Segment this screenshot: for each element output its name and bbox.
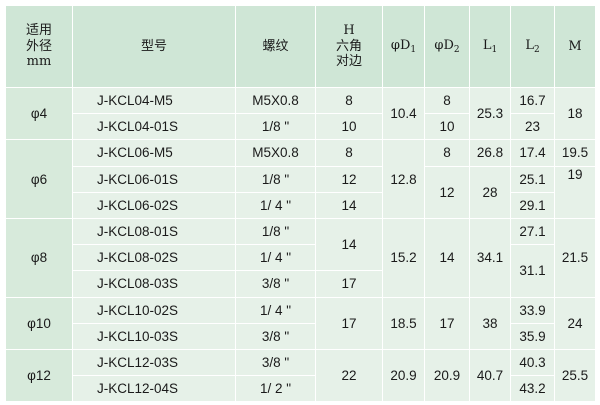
cell-thread: 1/ 2 "	[235, 375, 316, 403]
cell-l2: 23	[510, 113, 555, 141]
cell-l1: 40.7	[469, 348, 511, 403]
cell-model: J-KCL12-04S	[72, 375, 236, 403]
header-d2: φD2	[424, 5, 470, 88]
cell-d2: 20.9	[424, 348, 470, 403]
cell-thread: 1/ 4 "	[235, 296, 316, 324]
header-thread: 螺纹	[235, 5, 316, 88]
table-header: 适用 外径 mm 型号 螺纹 H 六角 对边 φD1 φD2 L1 L2 M	[5, 5, 596, 88]
cell-model: J-KCL10-02S	[72, 296, 236, 324]
cell-hex: 10	[315, 113, 383, 141]
cell-thread: 1/ 4 "	[235, 244, 316, 272]
cell-l2: 17.4	[510, 139, 555, 167]
header-outer-diameter: 适用 外径 mm	[5, 5, 73, 88]
cell-l1: 25.3	[469, 86, 511, 141]
table-row: φ6 J-KCL06-M5 M5X0.8 8 12.8 8 26.8 17.4 …	[5, 139, 596, 219]
cell-od: φ4	[5, 86, 73, 141]
cell-hex: 14	[315, 191, 383, 219]
cell-m: 19.5	[554, 139, 596, 167]
cell-thread: 1/8 "	[235, 217, 316, 246]
cell-l1: 34.1	[469, 217, 511, 298]
cell-thread: 3/8 "	[235, 348, 316, 377]
table-row: φ12 J-KCL12-03S 3/8 " 22 20.9 20.9 40.7 …	[5, 348, 596, 403]
cell-hex: 17	[315, 296, 383, 350]
cell-d1: 20.9	[382, 348, 425, 403]
table-body: φ4 J-KCL04-M5 M5X0.8 8 10.4 8 25.3 16.7 …	[5, 86, 596, 403]
cell-model: J-KCL06-M5	[72, 139, 236, 167]
table-row: J-KCL08-03S 3/8 " 17	[6, 270, 596, 298]
table-row: J-KCL04-01S 1/8 " 10 10 23	[6, 113, 596, 141]
cell-hex: 17	[315, 270, 383, 298]
cell-hex: 8	[315, 139, 383, 167]
cell-thread: M5X0.8	[235, 86, 316, 115]
spec-table: 适用 外径 mm 型号 螺纹 H 六角 对边 φD1 φD2 L1 L2 M φ4 J-…	[5, 5, 596, 403]
cell-thread: 1/8 "	[235, 113, 316, 141]
cell-hex: 14	[315, 217, 383, 272]
cell-thread: 1/ 4 "	[235, 191, 316, 219]
header-d1: φD1	[382, 5, 425, 88]
cell-l2: 29.1	[510, 191, 555, 219]
table-row: J-KCL12-04S 1/ 2 " 43.2	[6, 375, 596, 403]
table-row: φ4 J-KCL04-M5 M5X0.8 8 10.4 8 25.3 16.7 …	[5, 86, 596, 141]
cell-model: J-KCL06-02S	[72, 191, 236, 219]
cell-thread: 1/8 "	[235, 165, 316, 193]
cell-l1: 28	[469, 165, 511, 219]
cell-m: 18	[554, 86, 596, 141]
cell-m: 19	[554, 165, 596, 219]
cell-d1: 15.2	[382, 217, 425, 298]
cell-l2: 16.7	[510, 86, 555, 115]
cell-d2: 14	[424, 217, 470, 298]
cell-model: J-KCL08-01S	[72, 217, 236, 246]
cell-hex: 22	[315, 348, 383, 403]
cell-d1: 10.4	[382, 86, 425, 141]
cell-hex: 8	[315, 86, 383, 115]
cell-d2: 10	[424, 113, 470, 141]
cell-m: 24	[554, 296, 596, 350]
cell-l2: 40.3	[510, 348, 555, 377]
header-m: M	[554, 5, 596, 88]
header-hex: H 六角 对边	[315, 5, 383, 88]
cell-l2: 35.9	[510, 322, 555, 350]
cell-thread: 3/8 "	[235, 270, 316, 298]
cell-d2: 17	[424, 296, 470, 350]
cell-od: φ8	[5, 217, 73, 298]
cell-l1: 38	[469, 296, 511, 350]
cell-d2: 8	[424, 139, 470, 167]
header-l2: L2	[510, 5, 555, 88]
cell-d2: 8	[424, 86, 470, 115]
cell-d2: 12	[424, 165, 470, 219]
cell-od: φ10	[5, 296, 73, 350]
cell-l2: 43.2	[510, 375, 555, 403]
cell-hex: 12	[315, 165, 383, 193]
header-l1: L1	[469, 5, 511, 88]
cell-l2: 31.1	[510, 244, 555, 298]
cell-thread: 3/8 "	[235, 322, 316, 350]
table-row: φ10 J-KCL10-02S 1/ 4 " 17 18.5 17 38 33.…	[5, 296, 596, 350]
cell-l2: 27.1	[510, 217, 555, 246]
table-row: J-KCL06-02S 1/ 4 " 14 29.1	[6, 191, 596, 219]
cell-l2: 33.9	[510, 296, 555, 324]
cell-thread: M5X0.8	[235, 139, 316, 167]
cell-od: φ6	[5, 139, 73, 219]
cell-d1: 18.5	[382, 296, 425, 350]
cell-model: J-KCL12-03S	[72, 348, 236, 377]
cell-l2: 25.1	[510, 165, 555, 193]
table-row: J-KCL06-01S 1/8 " 12 12 28 25.1 19	[6, 165, 596, 219]
cell-l1: 26.8	[469, 139, 511, 167]
cell-m: 25.5	[554, 348, 596, 403]
cell-model: J-KCL04-01S	[72, 113, 236, 141]
cell-model: J-KCL06-01S	[72, 165, 236, 193]
cell-model: J-KCL08-03S	[72, 270, 236, 298]
cell-model: J-KCL04-M5	[72, 86, 236, 115]
cell-od: φ12	[5, 348, 73, 403]
cell-model: J-KCL10-03S	[72, 322, 236, 350]
cell-d1: 12.8	[382, 139, 425, 219]
table-row: φ8 J-KCL08-01S 1/8 " 14 15.2 14 34.1 27.…	[5, 217, 596, 298]
cell-m: 21.5	[554, 217, 596, 298]
cell-model: J-KCL08-02S	[72, 244, 236, 272]
header-model: 型号	[72, 5, 236, 88]
table-row: J-KCL08-02S 1/ 4 " 31.1	[6, 244, 596, 298]
